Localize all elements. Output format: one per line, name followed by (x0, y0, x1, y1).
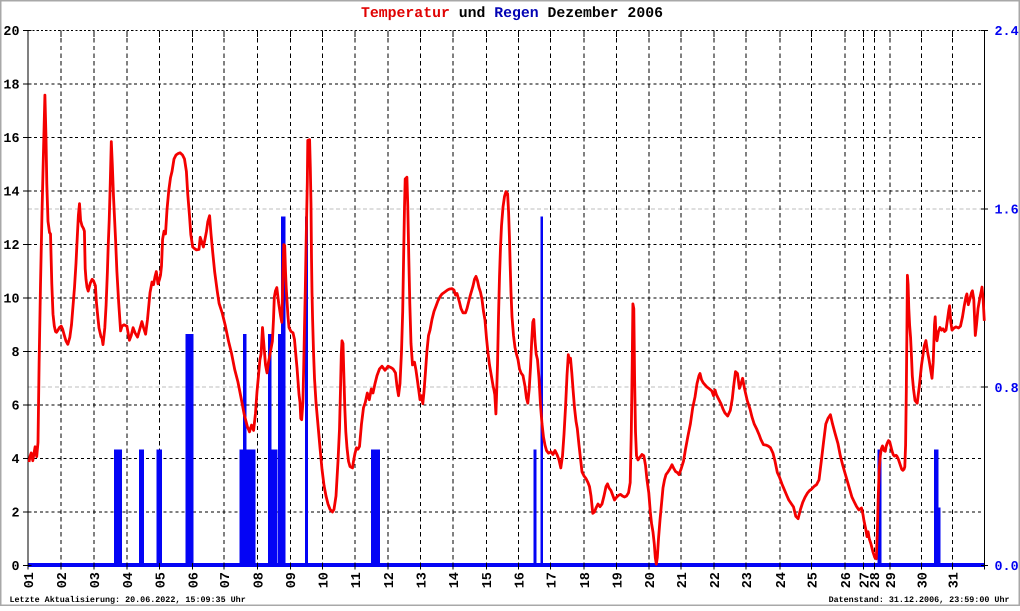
svg-text:17: 17 (545, 572, 560, 588)
svg-text:14: 14 (448, 572, 463, 588)
svg-text:09: 09 (285, 572, 300, 588)
svg-text:25: 25 (807, 572, 822, 588)
svg-text:04: 04 (122, 572, 137, 588)
svg-text:30: 30 (917, 572, 932, 588)
svg-text:1.6: 1.6 (995, 204, 1019, 219)
svg-text:8: 8 (11, 346, 19, 361)
svg-text:Letzte Aktualisierung: 20.06.2: Letzte Aktualisierung: 20.06.2022, 15:09… (10, 595, 246, 605)
svg-text:29: 29 (885, 572, 900, 588)
svg-text:2.4: 2.4 (995, 25, 1019, 40)
svg-text:24: 24 (775, 572, 790, 588)
svg-text:26: 26 (840, 572, 855, 588)
svg-text:27: 27 (858, 572, 873, 588)
svg-text:0: 0 (11, 560, 19, 575)
svg-text:Datenstand: 31.12.2006, 23:59:: Datenstand: 31.12.2006, 23:59:00 Uhr (829, 595, 1010, 605)
svg-text:31: 31 (947, 572, 962, 588)
svg-text:16: 16 (3, 132, 19, 147)
svg-text:Temperatur und Regen Dezember: Temperatur und Regen Dezember 2006 (361, 6, 663, 22)
svg-text:11: 11 (350, 572, 365, 588)
svg-text:16: 16 (514, 572, 529, 588)
svg-text:28: 28 (869, 572, 884, 588)
svg-text:20: 20 (644, 572, 659, 588)
svg-text:19: 19 (611, 572, 626, 588)
svg-text:07: 07 (219, 572, 234, 588)
svg-text:06: 06 (187, 572, 202, 588)
svg-text:01: 01 (23, 572, 38, 588)
svg-text:12: 12 (3, 239, 19, 254)
svg-text:20: 20 (3, 25, 19, 40)
svg-text:0.8: 0.8 (995, 382, 1019, 397)
svg-text:4: 4 (11, 453, 19, 468)
svg-text:6: 6 (11, 400, 19, 415)
svg-text:03: 03 (89, 572, 104, 588)
svg-text:13: 13 (416, 572, 431, 588)
svg-text:10: 10 (3, 293, 19, 308)
svg-text:22: 22 (709, 572, 724, 588)
svg-text:18: 18 (579, 572, 594, 588)
svg-text:2: 2 (11, 507, 19, 522)
svg-text:10: 10 (318, 572, 333, 588)
svg-text:12: 12 (383, 572, 398, 588)
svg-text:15: 15 (481, 572, 496, 588)
svg-text:21: 21 (676, 572, 691, 588)
svg-text:0.0: 0.0 (995, 560, 1019, 575)
svg-text:18: 18 (3, 79, 19, 94)
svg-text:02: 02 (56, 572, 71, 588)
svg-text:14: 14 (3, 186, 19, 201)
svg-text:23: 23 (741, 572, 756, 588)
svg-text:08: 08 (252, 572, 267, 588)
svg-text:05: 05 (154, 572, 169, 588)
